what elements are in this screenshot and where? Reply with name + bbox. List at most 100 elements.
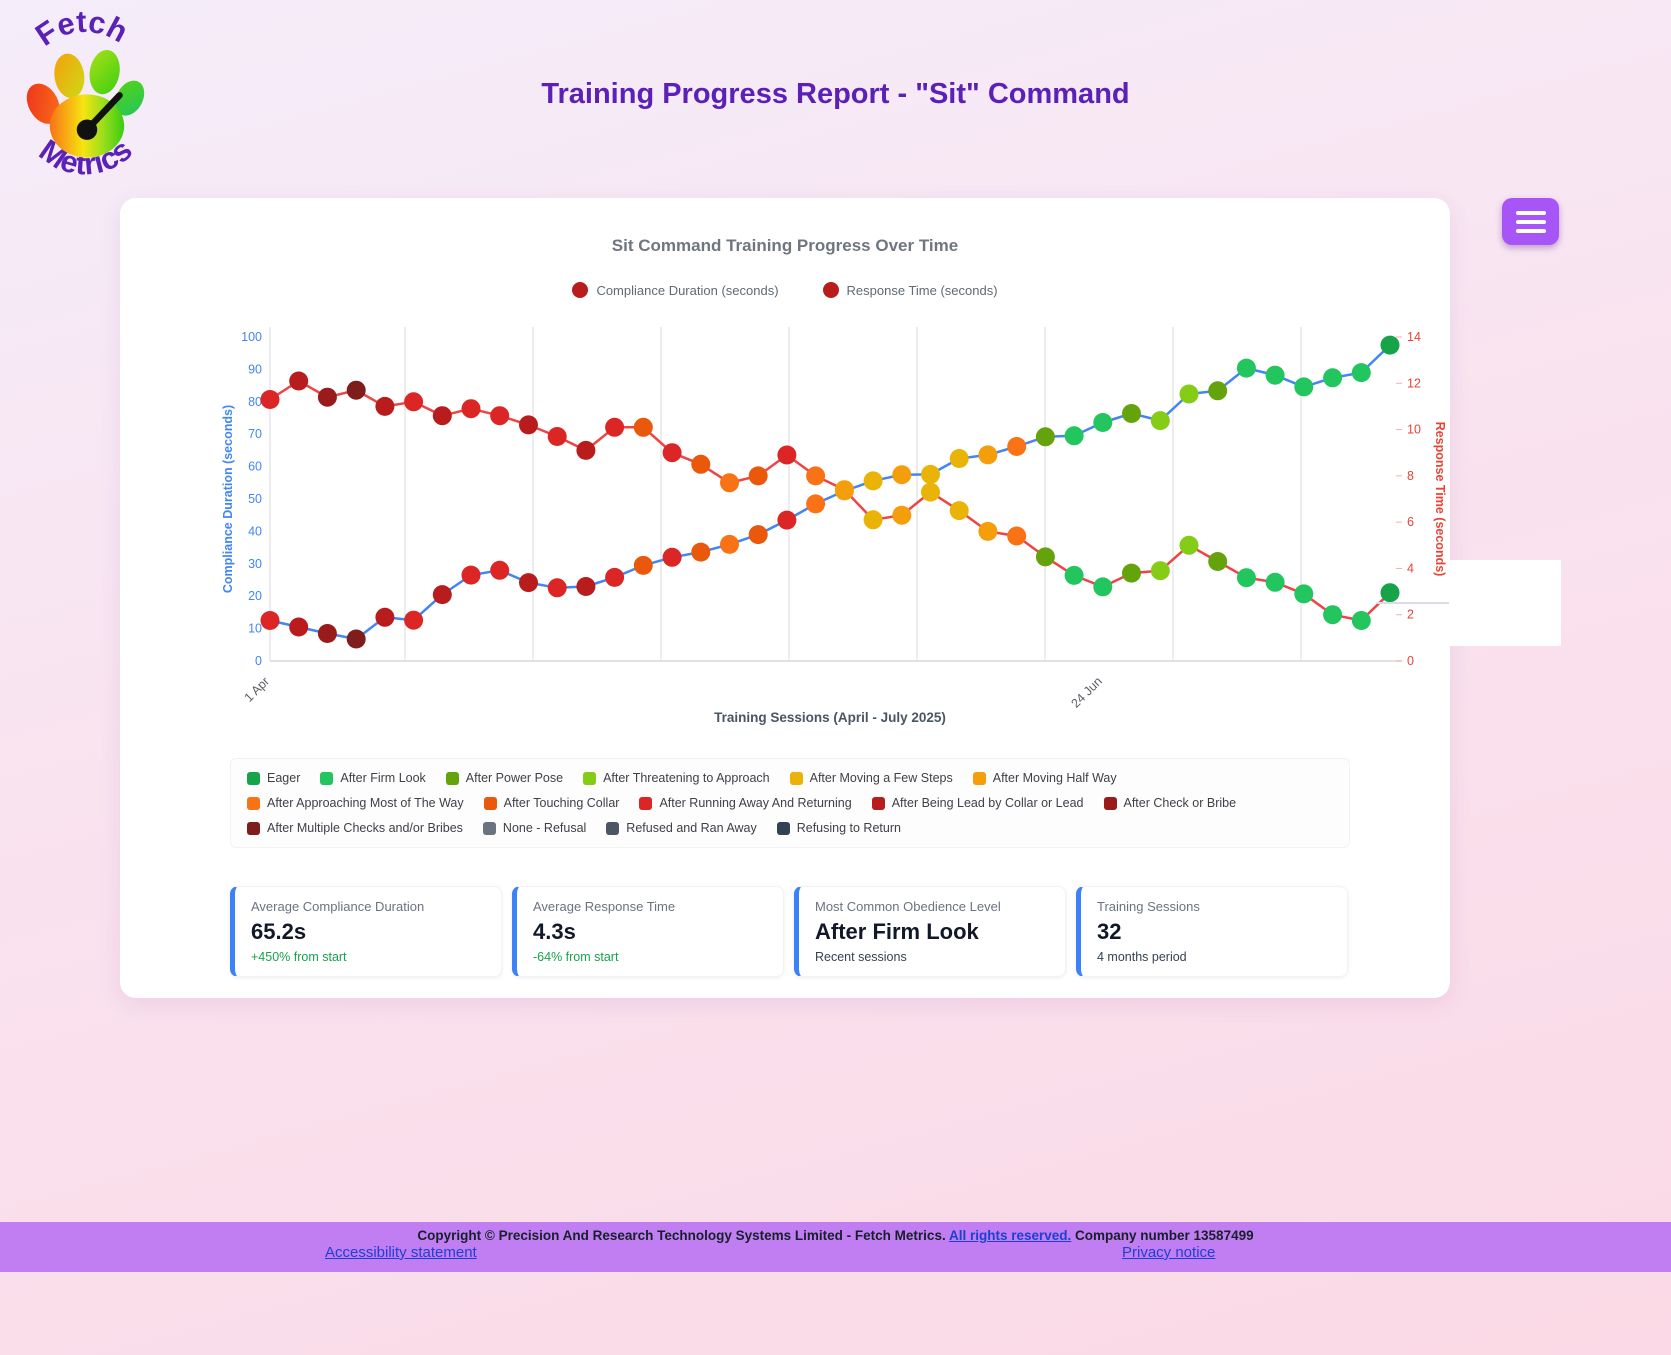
footer: Copyright © Precision And Research Techn… [0, 1222, 1671, 1272]
stat-value: 65.2s [251, 919, 307, 944]
svg-text:60: 60 [248, 460, 262, 474]
stat-label: Most Common Obedience Level [815, 899, 1001, 914]
level-color-swatch [247, 796, 260, 810]
svg-text:6: 6 [1407, 515, 1414, 529]
training-progress-chart[interactable]: 0 10 20 30 40 50 60 70 80 90 100 0 2 4 6 8 10 12 14 1 Apr 24… [120, 298, 1450, 713]
level-legend-item: Refusing to Return [776, 821, 901, 835]
svg-text:20: 20 [248, 589, 262, 603]
menu-button[interactable] [1502, 198, 1559, 245]
stat-label: Average Response Time [533, 899, 676, 914]
series-legend-label: Response Time (seconds) [846, 282, 998, 298]
level-label: None - Refusal [502, 821, 587, 835]
all-rights-reserved-link[interactable]: All rights reserved. [948, 1228, 1072, 1243]
level-label: After Check or Bribe [1123, 796, 1237, 810]
level-legend-item: After Power Pose [445, 771, 563, 785]
svg-text:1 Apr: 1 Apr [242, 674, 273, 705]
hamburger-icon [1515, 219, 1546, 224]
level-label: After Threatening to Approach [603, 771, 770, 785]
divider-line [1376, 602, 1450, 604]
svg-text:Compliance Duration (seconds): Compliance Duration (seconds) [221, 405, 235, 593]
series-legend-item[interactable]: Response Time (seconds) [822, 282, 998, 298]
level-color-swatch [445, 771, 459, 785]
level-color-swatch [639, 796, 653, 810]
level-color-swatch [1103, 796, 1117, 810]
accessibility-statement-link[interactable]: Accessibility statement [325, 1244, 477, 1261]
level-label: Refused and Ran Away [626, 821, 757, 835]
svg-text:8: 8 [1407, 469, 1414, 483]
stat-card: Training Sessions 32 4 months period [1076, 886, 1348, 977]
hamburger-icon [1515, 228, 1546, 233]
stat-label: Training Sessions [1097, 899, 1200, 914]
svg-text:0: 0 [255, 654, 262, 668]
stats-row: Average Compliance Duration 65.2s +450% … [230, 886, 1348, 977]
svg-text:100: 100 [241, 330, 262, 344]
copyright-post: Company number 13587499 [1071, 1228, 1254, 1243]
privacy-notice-link[interactable]: Privacy notice [1122, 1244, 1216, 1261]
stat-card: Most Common Obedience Level After Firm L… [794, 886, 1066, 977]
copyright-pre: Copyright © Precision And Research Techn… [417, 1228, 949, 1243]
chart-series-legend: Compliance Duration (seconds) Response T… [120, 282, 1450, 298]
level-color-swatch [776, 821, 790, 835]
stat-label: Average Compliance Duration [251, 899, 425, 914]
level-color-swatch [583, 771, 597, 785]
series-legend-marker [572, 282, 589, 298]
logo-word-top: Fetch [29, 5, 133, 53]
svg-text:24 Jun: 24 Jun [1069, 674, 1105, 710]
stat-subtext: 4 months period [1097, 950, 1187, 964]
level-color-swatch [871, 796, 885, 810]
svg-text:10: 10 [1407, 423, 1421, 437]
level-label: After Multiple Checks and/or Bribes [267, 821, 463, 835]
fetch-metrics-logo: Fetch Metrics [26, 5, 145, 182]
svg-text:14: 14 [1407, 330, 1421, 344]
x-axis-title: Training Sessions (April - July 2025) [714, 710, 946, 725]
svg-text:Response Time (seconds): Response Time (seconds) [1433, 422, 1447, 577]
level-color-swatch [606, 821, 620, 835]
svg-text:50: 50 [248, 492, 262, 506]
level-color-swatch [247, 821, 260, 835]
hamburger-icon [1515, 210, 1546, 215]
stat-value: 4.3s [533, 919, 576, 944]
stat-subtext: +450% from start [251, 950, 347, 964]
level-label: After Firm Look [340, 771, 426, 785]
side-flyout-panel [1449, 560, 1561, 646]
level-legend-item: After Approaching Most of The Way [247, 796, 464, 810]
svg-text:70: 70 [248, 427, 262, 441]
chart-title: Sit Command Training Progress Over Time [611, 236, 959, 255]
level-color-swatch [789, 771, 803, 785]
level-legend-item: After Firm Look [320, 771, 426, 785]
level-label: After Approaching Most of The Way [267, 796, 464, 810]
level-label: Refusing to Return [796, 821, 901, 835]
level-label: After Moving a Few Steps [809, 771, 953, 785]
level-color-swatch [320, 771, 334, 785]
level-color-swatch [247, 771, 260, 785]
level-label: After Running Away And Returning [659, 796, 852, 810]
svg-text:40: 40 [248, 524, 262, 538]
svg-text:90: 90 [248, 362, 262, 376]
report-card: Sit Command Training Progress Over Time … [120, 198, 1450, 998]
svg-text:30: 30 [248, 557, 262, 571]
level-color-swatch [972, 771, 986, 785]
series-legend-item[interactable]: Compliance Duration (seconds) [572, 282, 779, 298]
series-legend-marker [822, 282, 839, 298]
level-legend-item: After Running Away And Returning [639, 796, 852, 810]
level-legend-item: After Moving Half Way [972, 771, 1117, 785]
stat-card: Average Compliance Duration 65.2s +450% … [230, 886, 502, 977]
level-color-swatch [483, 796, 497, 810]
level-legend-item: After Being Lead by Collar or Lead [871, 796, 1084, 810]
level-legend-item: After Moving a Few Steps [789, 771, 953, 785]
obedience-levels-legend: Eager After Firm Look After Power Pose A… [230, 758, 1350, 848]
copyright-text: Copyright © Precision And Research Techn… [0, 1228, 1671, 1243]
svg-text:0: 0 [1407, 654, 1414, 668]
level-color-swatch [482, 821, 496, 835]
level-legend-item: After Touching Collar [483, 796, 619, 810]
paw-gauge-icon [26, 49, 145, 158]
page-title: Training Progress Report - "Sit" Command [541, 78, 1130, 110]
svg-text:80: 80 [248, 395, 262, 409]
stat-value: 32 [1097, 919, 1122, 944]
stat-card: Average Response Time 4.3s -64% from sta… [512, 886, 784, 977]
level-label: After Moving Half Way [992, 771, 1117, 785]
svg-text:10: 10 [248, 622, 262, 636]
level-label: After Being Lead by Collar or Lead [891, 796, 1084, 810]
level-label: Eager [267, 771, 301, 785]
level-legend-item: Eager [247, 771, 300, 785]
